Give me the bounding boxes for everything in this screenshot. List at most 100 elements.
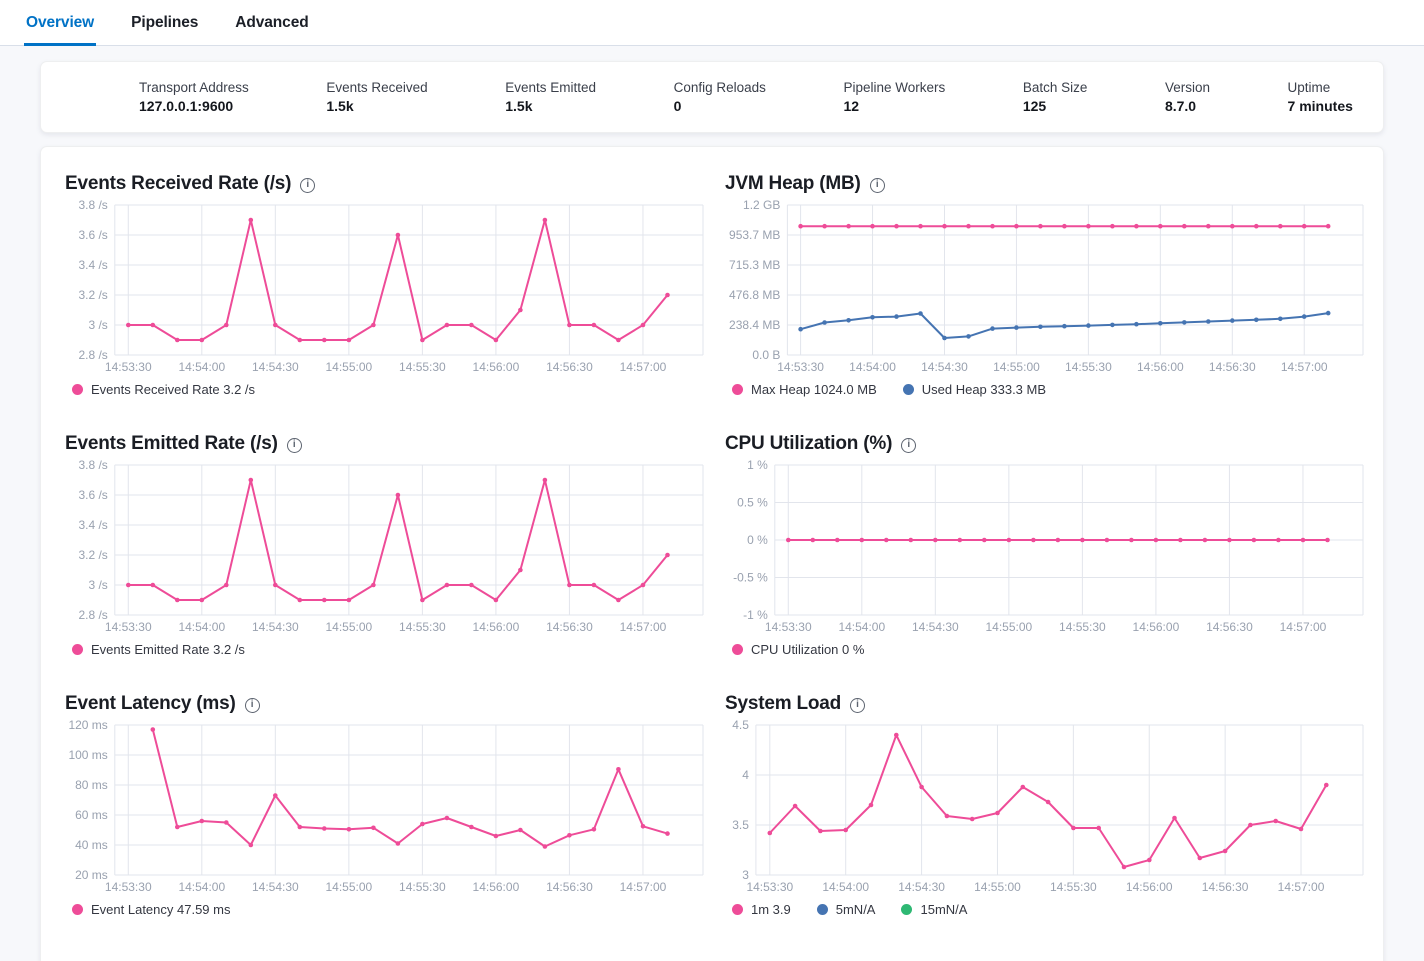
chart-legend: CPU Utilization 0 %	[732, 642, 1365, 657]
svg-text:14:56:30: 14:56:30	[1202, 880, 1249, 894]
stat-events-emitted: Events Emitted 1.5k	[505, 80, 596, 114]
svg-text:1 %: 1 %	[747, 459, 768, 472]
legend-item[interactable]: Max Heap 1024.0 MB	[732, 382, 877, 397]
legend-item[interactable]: CPU Utilization 0 %	[732, 642, 864, 657]
svg-text:14:54:00: 14:54:00	[178, 360, 225, 374]
svg-text:14:57:00: 14:57:00	[1278, 880, 1325, 894]
legend-item[interactable]: Event Latency 47.59 ms	[72, 902, 230, 917]
stat-label: Events Emitted	[505, 80, 597, 95]
tabs-bar: Overview Pipelines Advanced	[0, 0, 1424, 46]
legend-item[interactable]: 15mN/A	[901, 902, 967, 917]
chart-legend: Events Emitted Rate 3.2 /s	[72, 642, 705, 657]
svg-text:1.2 GB: 1.2 GB	[743, 199, 780, 212]
chart-legend: Event Latency 47.59 ms	[72, 902, 705, 917]
svg-text:4.5: 4.5	[732, 719, 749, 732]
legend-dot-icon	[732, 384, 743, 395]
legend-dot-icon	[72, 904, 83, 915]
chart-legend: Events Received Rate 3.2 /s	[72, 382, 705, 397]
svg-text:14:54:30: 14:54:30	[912, 620, 959, 634]
legend-dot-icon	[732, 904, 743, 915]
svg-text:14:55:00: 14:55:00	[325, 880, 372, 894]
svg-text:14:53:30: 14:53:30	[777, 360, 824, 374]
chart-title: Events Emitted Rate (/s)	[65, 433, 278, 454]
stat-config-reloads: Config Reloads 0	[674, 80, 766, 114]
info-icon[interactable]: i	[901, 437, 917, 453]
stat-value: 7 minutes	[1287, 98, 1353, 114]
svg-text:3.8 /s: 3.8 /s	[78, 459, 107, 472]
chart-header: System Load i	[725, 693, 1365, 715]
charts-panel: Events Received Rate (/s) i 2.8 /s 3 /s 3.…	[40, 146, 1384, 961]
chart-events-received-rate: Events Received Rate (/s) i 2.8 /s 3 /s 3.…	[65, 173, 705, 397]
info-icon[interactable]: i	[850, 697, 866, 713]
legend-item[interactable]: Events Emitted Rate 3.2 /s	[72, 642, 245, 657]
legend-dot-icon	[72, 384, 83, 395]
tab-advanced[interactable]: Advanced	[235, 14, 309, 31]
chart-events-emitted-rate: Events Emitted Rate (/s) i 2.8 /s 3 /s 3.2…	[65, 433, 705, 657]
legend-dot-icon	[816, 904, 828, 915]
legend-label: Max Heap 1024.0 MB	[751, 382, 877, 397]
node-summary-strip: Transport Address 127.0.0.1:9600 Events …	[40, 61, 1384, 133]
svg-text:0.5 %: 0.5 %	[737, 496, 768, 510]
stat-pipeline-workers: Pipeline Workers 12	[843, 80, 945, 114]
info-icon[interactable]: i	[244, 697, 260, 713]
svg-text:3.6 /s: 3.6 /s	[78, 488, 107, 502]
svg-text:14:53:30: 14:53:30	[105, 620, 152, 634]
legend-label: Events Emitted Rate 3.2 /s	[91, 642, 245, 657]
info-icon[interactable]: i	[300, 177, 316, 193]
legend-item[interactable]: 1m 3.9	[732, 902, 791, 917]
stat-label: Transport Address	[139, 80, 249, 95]
svg-text:14:57:00: 14:57:00	[1281, 360, 1328, 374]
svg-text:3 /s: 3 /s	[88, 318, 107, 332]
svg-text:715.3 MB: 715.3 MB	[729, 258, 780, 272]
line-chart[interactable]: 2.8 /s 3 /s 3.2 /s 3.4 /s 3.6 /s 3.8 /s 14:53:…	[65, 459, 705, 637]
stat-version: Version 8.7.0	[1165, 80, 1210, 114]
svg-text:14:54:30: 14:54:30	[252, 360, 299, 374]
svg-text:14:54:00: 14:54:00	[849, 360, 896, 374]
line-chart[interactable]: 3 3.5 4 4.5 14:53:30 14:54:00 14:54:30 14:55:00…	[725, 719, 1365, 897]
svg-text:14:53:30: 14:53:30	[746, 880, 793, 894]
tab-pipelines[interactable]: Pipelines	[131, 14, 199, 31]
stat-value: 1.5k	[505, 98, 533, 114]
svg-text:2.8 /s: 2.8 /s	[78, 348, 107, 362]
svg-text:14:54:30: 14:54:30	[898, 880, 945, 894]
svg-text:238.4 MB: 238.4 MB	[729, 318, 780, 332]
info-icon[interactable]: i	[286, 437, 302, 453]
svg-text:14:56:00: 14:56:00	[473, 620, 520, 634]
chart-legend: Max Heap 1024.0 MB Used Heap 333.3 MB	[732, 382, 1365, 397]
svg-text:14:54:00: 14:54:00	[178, 620, 225, 634]
svg-text:14:56:30: 14:56:30	[546, 360, 593, 374]
svg-text:14:53:30: 14:53:30	[765, 620, 812, 634]
svg-text:14:56:00: 14:56:00	[1137, 360, 1184, 374]
legend-label: CPU Utilization 0 %	[751, 642, 865, 657]
line-chart[interactable]: 2.8 /s 3 /s 3.2 /s 3.4 /s 3.6 /s 3.8 /s 14:53:…	[65, 199, 705, 377]
legend-label: Used Heap 333.3 MB	[921, 382, 1047, 397]
legend-item[interactable]: Used Heap 333.3 MB	[902, 382, 1047, 397]
tab-overview[interactable]: Overview	[24, 0, 97, 46]
svg-text:14:55:30: 14:55:30	[399, 880, 446, 894]
svg-text:14:55:00: 14:55:00	[974, 880, 1021, 894]
chart-header: Events Emitted Rate (/s) i	[65, 433, 705, 455]
info-icon[interactable]: i	[869, 177, 885, 193]
svg-text:0 %: 0 %	[747, 533, 768, 547]
svg-text:80 ms: 80 ms	[75, 778, 108, 792]
line-chart[interactable]: -1 % -0.5 % 0 % 0.5 % 1 % 14:53:30 14:54:00 14:…	[725, 459, 1365, 637]
svg-text:14:54:30: 14:54:30	[921, 360, 968, 374]
chart-title: Event Latency (ms)	[65, 693, 236, 714]
chart-header: CPU Utilization (%) i	[725, 433, 1365, 455]
svg-text:14:55:30: 14:55:30	[1059, 620, 1106, 634]
line-chart[interactable]: 0.0 B 238.4 MB 476.8 MB 715.3 MB 953.7 MB 1.2…	[725, 199, 1365, 377]
svg-text:3 /s: 3 /s	[88, 578, 107, 592]
line-chart[interactable]: 20 ms 40 ms 60 ms 80 ms 100 ms 120 ms 14:53:30…	[65, 719, 705, 897]
stat-batch-size: Batch Size 125	[1023, 80, 1088, 114]
svg-text:14:53:30: 14:53:30	[105, 880, 152, 894]
svg-text:14:57:00: 14:57:00	[1280, 620, 1327, 634]
legend-label: Events Received Rate 3.2 /s	[91, 382, 256, 397]
legend-label: 15mN/A	[920, 902, 968, 917]
legend-item[interactable]: 5mN/A	[816, 902, 875, 917]
stat-label: Uptime	[1287, 80, 1331, 95]
legend-label: Event Latency 47.59 ms	[91, 902, 231, 917]
svg-text:476.8 MB: 476.8 MB	[729, 288, 780, 302]
svg-text:120 ms: 120 ms	[68, 719, 107, 732]
legend-item[interactable]: Events Received Rate 3.2 /s	[72, 382, 255, 397]
svg-text:14:56:30: 14:56:30	[1206, 620, 1253, 634]
